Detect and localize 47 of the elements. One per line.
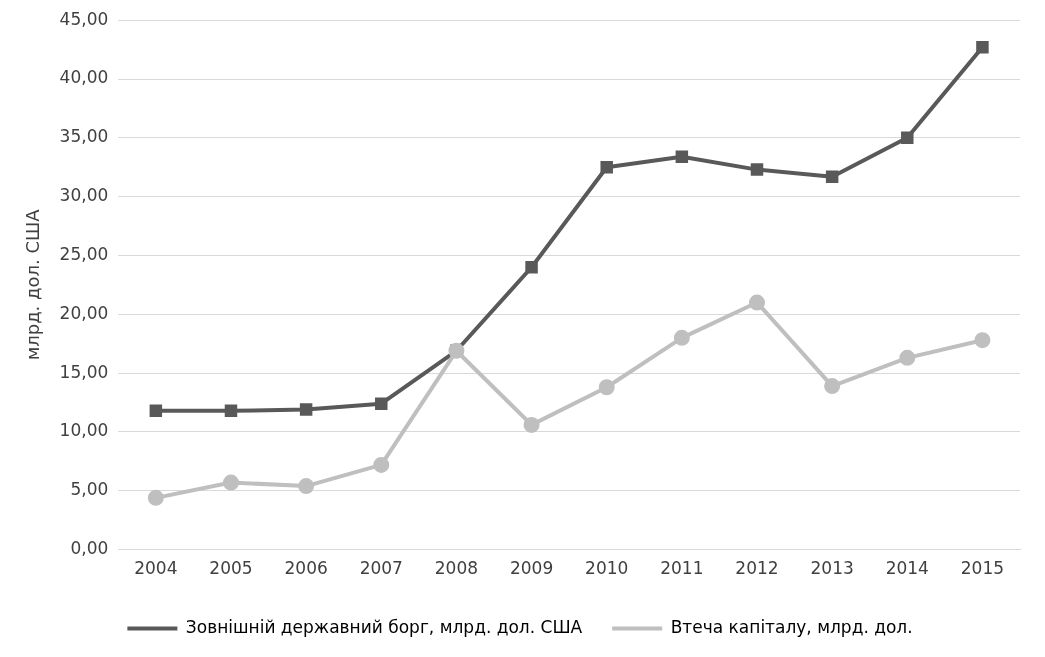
x-tick-label: 2007: [359, 558, 403, 579]
y-axis-title: млрд. дол. США: [22, 208, 44, 361]
point: [598, 379, 615, 396]
x-tick-label: 2008: [434, 558, 479, 579]
legend-label: Втеча капіталу, млрд. дол.: [670, 616, 913, 637]
point: [675, 150, 689, 163]
y-tick-label: 45,00: [59, 8, 109, 29]
point: [673, 329, 690, 346]
point: [600, 161, 613, 174]
point: [373, 456, 390, 473]
x-tick-label: 2011: [660, 558, 704, 579]
point: [298, 478, 315, 495]
point: [149, 404, 163, 418]
x-tick-label: 2006: [284, 558, 328, 579]
point: [901, 131, 914, 145]
point: [824, 378, 841, 395]
y-tick-label: 35,00: [59, 126, 109, 147]
y-tick-label: 30,00: [59, 185, 109, 206]
point: [375, 397, 388, 410]
point: [224, 404, 238, 418]
x-tick-label: 2014: [885, 558, 929, 579]
point: [525, 261, 538, 274]
y-tick-label: 20,00: [59, 302, 109, 323]
point: [749, 294, 765, 311]
point: [825, 170, 839, 183]
x-tick-label: 2012: [735, 558, 779, 579]
x-tick-label: 2004: [134, 558, 178, 579]
y-tick-label: 25,00: [59, 243, 109, 264]
legend-label: Зовнішній державний борг, млрд. дол. США: [185, 616, 583, 637]
point: [222, 474, 239, 491]
point: [523, 416, 540, 433]
point: [899, 349, 916, 366]
y-tick-label: 10,00: [59, 420, 109, 441]
x-tick-label: 2005: [209, 558, 253, 579]
y-tick-label: 5,00: [70, 479, 109, 500]
y-tick-label: 40,00: [59, 67, 109, 88]
point: [750, 163, 764, 176]
x-tick-label: 2015: [960, 558, 1005, 579]
point: [976, 41, 989, 54]
y-tick-label: 15,00: [59, 361, 109, 382]
x-tick-label: 2010: [585, 558, 629, 579]
x-tick-label: 2009: [509, 558, 554, 579]
point: [147, 489, 164, 506]
point: [299, 403, 313, 416]
x-tick-label: 2013: [810, 558, 854, 579]
point: [974, 332, 991, 349]
y-tick-label: 0,00: [70, 538, 109, 559]
